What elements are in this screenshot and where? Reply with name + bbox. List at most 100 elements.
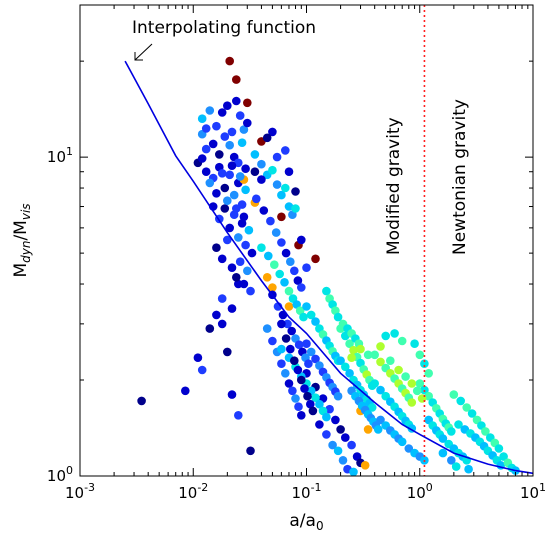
data-point (363, 425, 373, 434)
axis-ticks (79, 4, 534, 477)
data-point (225, 56, 234, 66)
data-point (217, 108, 227, 117)
data-point (294, 340, 304, 350)
data-point (306, 310, 316, 320)
data-point (360, 461, 370, 470)
data-point (241, 240, 250, 250)
data-point (281, 369, 290, 378)
data-point (401, 372, 410, 381)
data-point (424, 391, 434, 401)
data-point (262, 133, 272, 143)
data-point (223, 101, 232, 110)
data-point (223, 196, 232, 205)
data-point (499, 452, 508, 461)
data-point (280, 278, 289, 287)
data-point (227, 390, 237, 399)
data-point (284, 302, 294, 311)
data-point (181, 386, 190, 396)
data-point (137, 396, 146, 406)
data-point (284, 379, 294, 388)
data-point (390, 329, 399, 338)
data-point (322, 412, 331, 422)
data-point (241, 164, 250, 173)
data-point (205, 324, 215, 333)
data-point (299, 312, 308, 322)
data-point (404, 444, 414, 453)
data-point (293, 365, 303, 375)
data-point (462, 403, 472, 412)
data-point (286, 257, 295, 267)
x-tick-label: 100 (407, 481, 433, 502)
data-point (456, 396, 466, 406)
data-point (246, 446, 255, 456)
data-point (251, 194, 261, 204)
data-point (271, 228, 281, 237)
data-point (241, 185, 250, 195)
data-point (451, 462, 461, 471)
data-point (201, 167, 211, 176)
data-point (275, 269, 285, 279)
data-point (349, 467, 358, 477)
data-point (397, 336, 407, 346)
y-axis-label: Mdyn/Mvis (11, 203, 33, 277)
data-point (197, 154, 207, 163)
data-point (257, 159, 266, 169)
data-point (237, 138, 247, 147)
data-point (336, 356, 345, 366)
data-point (410, 339, 419, 349)
data-point (225, 223, 234, 233)
data-point (311, 254, 320, 264)
data-point (494, 444, 504, 453)
data-point (290, 266, 299, 276)
data-point (315, 361, 324, 370)
data-point (467, 409, 477, 418)
data-point (386, 356, 395, 366)
data-point (277, 344, 286, 354)
x-axis-label: a/a0 (289, 511, 323, 533)
data-point (303, 391, 312, 401)
data-point (243, 98, 252, 108)
data-point (367, 403, 377, 412)
data-point (288, 386, 297, 396)
data-point (284, 202, 294, 211)
data-point (297, 283, 306, 292)
data-point (376, 385, 385, 395)
data-point (306, 347, 316, 357)
data-point (302, 339, 311, 349)
data-point (281, 183, 290, 193)
data-point (243, 266, 252, 276)
data-point (322, 430, 331, 439)
data-point (363, 350, 373, 360)
data-point (287, 326, 297, 336)
data-point (291, 204, 300, 213)
data-point (341, 362, 350, 372)
data-point (277, 212, 286, 222)
data-point (464, 464, 473, 474)
data-point (262, 273, 272, 282)
data-point (215, 150, 224, 159)
data-point (294, 402, 303, 412)
data-point (272, 180, 282, 189)
data-point (438, 448, 448, 458)
data-point (333, 391, 343, 401)
data-point (277, 238, 286, 247)
data-point (277, 359, 286, 369)
data-point (454, 420, 463, 429)
data-point (217, 254, 227, 264)
data-point (304, 359, 313, 369)
data-point (407, 379, 417, 388)
data-point (257, 243, 266, 252)
data-point (447, 456, 456, 465)
curve-annotation-arrow (134, 43, 153, 61)
axis-tick-labels: 10-3 10-2 10-1 100 101 100 101 (47, 145, 546, 502)
data-point (208, 139, 218, 149)
data-point (266, 216, 275, 226)
data-point (239, 125, 249, 134)
data-point (250, 167, 260, 176)
data-point (243, 118, 252, 128)
data-point (481, 427, 490, 436)
data-point (449, 390, 459, 399)
data-point (246, 286, 255, 296)
data-point (281, 334, 291, 343)
data-point (347, 353, 356, 363)
